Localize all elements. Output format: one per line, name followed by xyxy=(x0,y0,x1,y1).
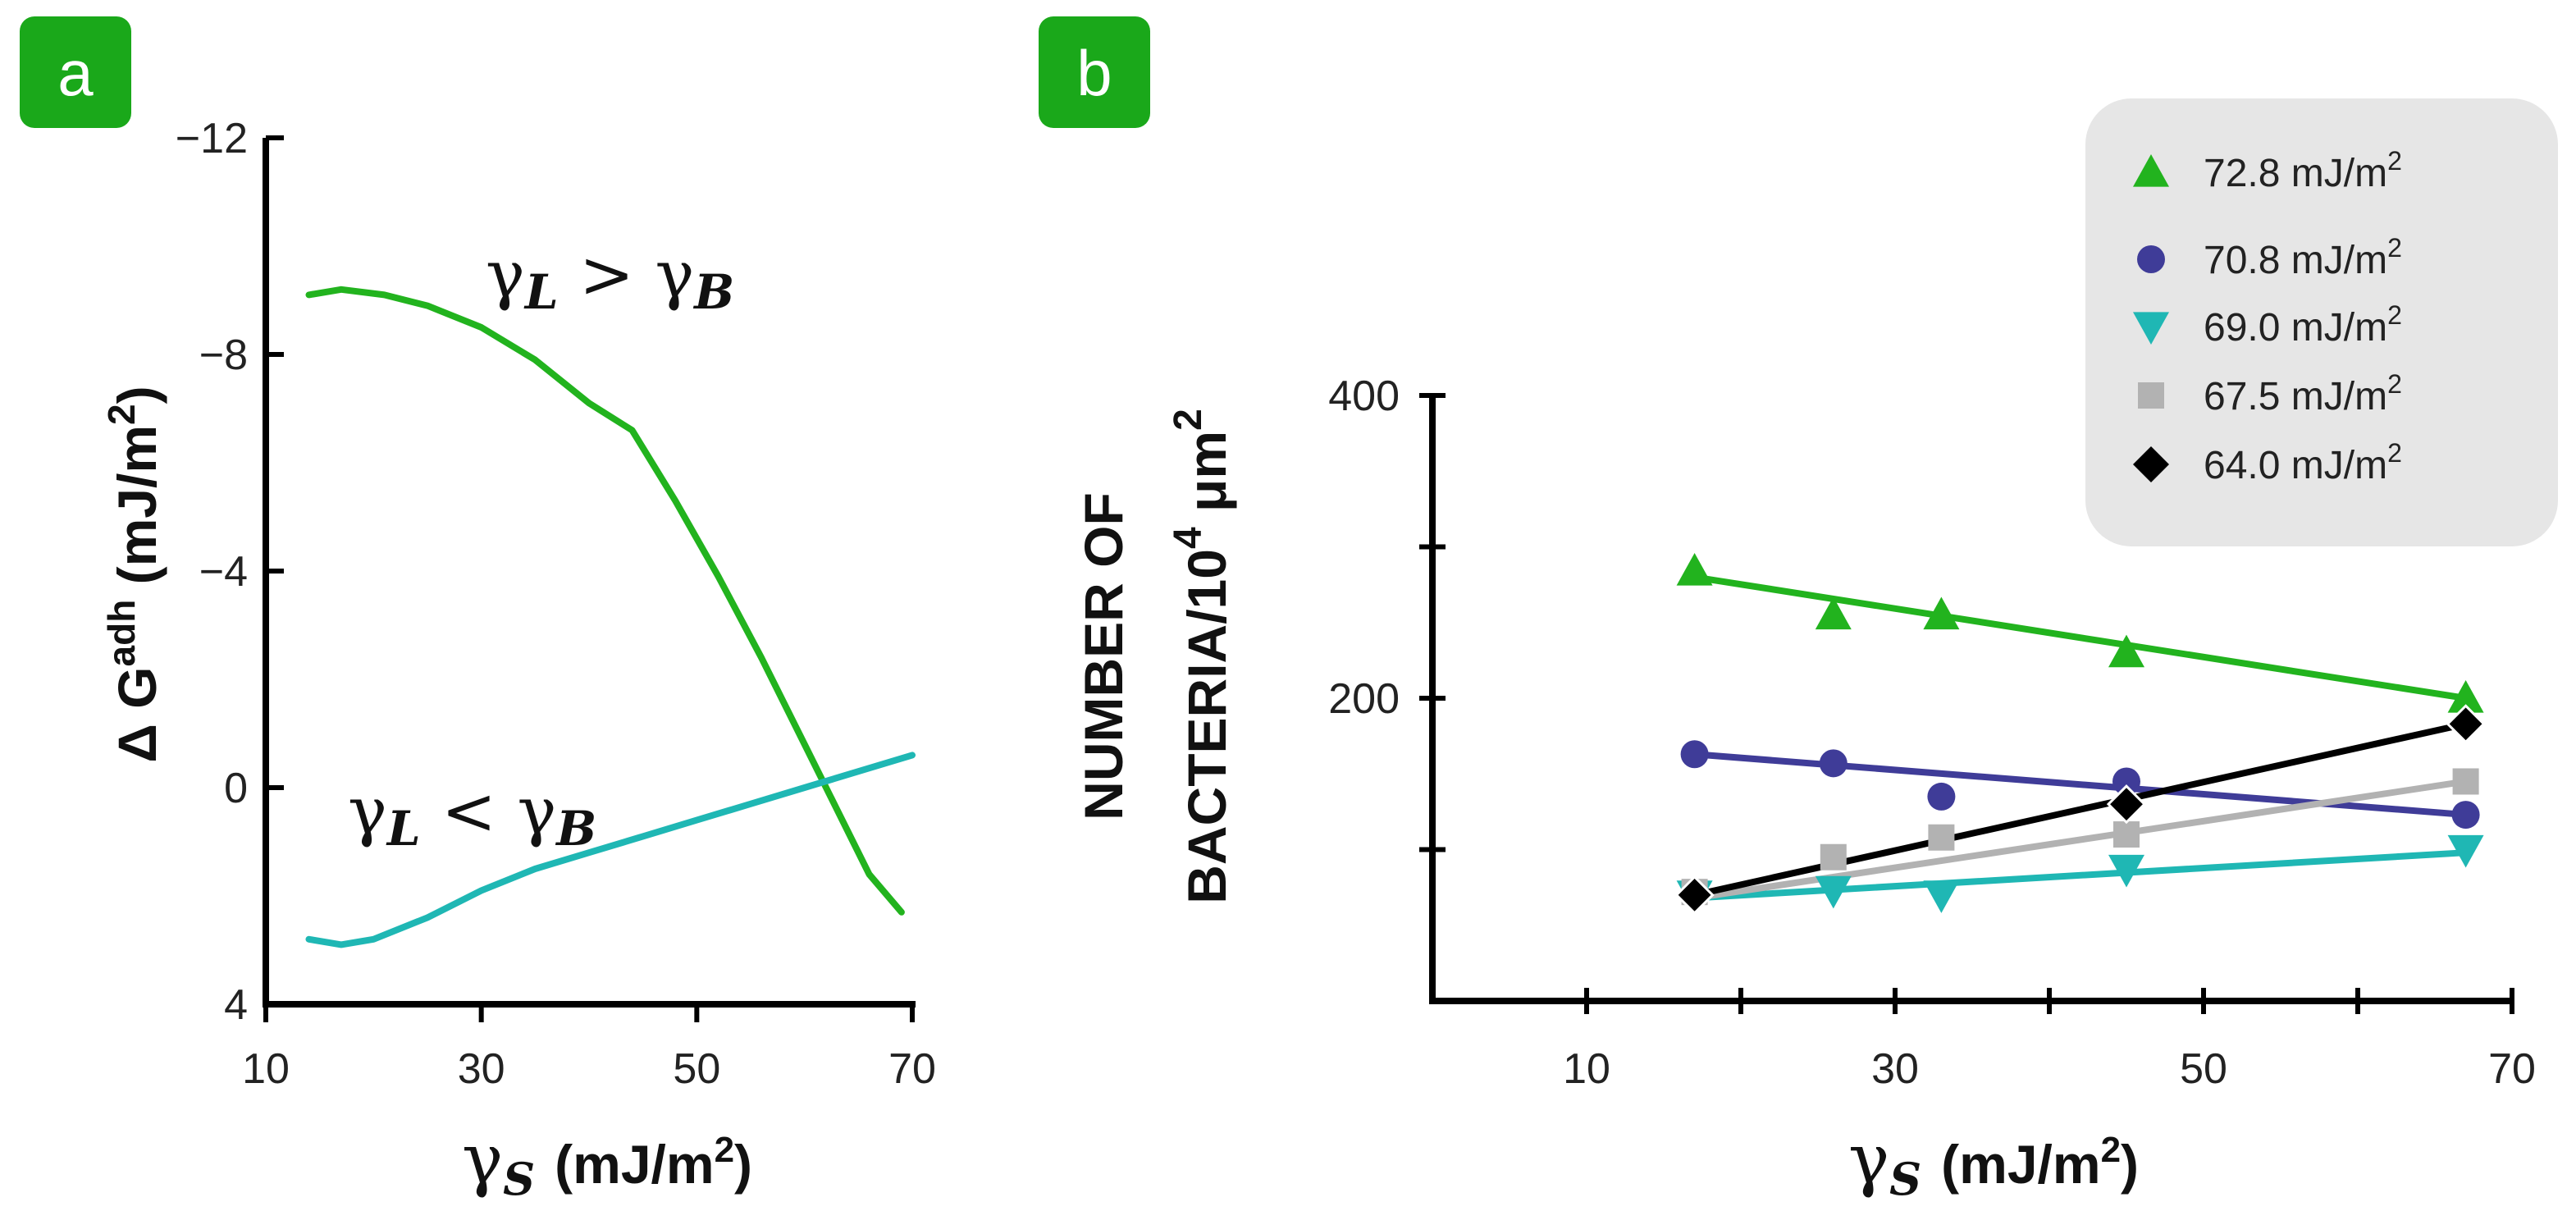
marker-triangle-up xyxy=(2108,634,2144,668)
legend-item-label: 72.8 mJ/m2 xyxy=(2204,146,2402,195)
panel-a-y-tick-label: −12 xyxy=(176,115,248,162)
panel-b-x-tick-label: 70 xyxy=(2488,1045,2536,1093)
legend-item-label: 70.8 mJ/m2 xyxy=(2204,233,2402,282)
panel-b-x-tick-label: 50 xyxy=(2180,1045,2227,1093)
marker-circle xyxy=(1927,782,1956,811)
marker-circle xyxy=(1680,740,1709,769)
panel-a-label: a xyxy=(57,37,94,109)
panel-a-x-tick-label: 50 xyxy=(673,1045,720,1093)
legend-item-label: 67.5 mJ/m2 xyxy=(2204,369,2402,418)
panel-a-y-tick-label: −8 xyxy=(199,331,248,379)
marker-diamond xyxy=(2106,784,2147,825)
legend-item-label: 69.0 mJ/m2 xyxy=(2204,300,2402,350)
marker-triangle-down xyxy=(2108,854,2144,888)
panel-a-plot: −12 −8 −4 0 4 10 30 50 70 xyxy=(176,115,936,1093)
marker-triangle-down xyxy=(1923,880,1960,913)
panel-a-y-title: Δ Gadh (mJ/m2) xyxy=(100,386,167,762)
legend-item-label: 64.0 mJ/m2 xyxy=(2204,438,2402,487)
marker-circle xyxy=(1819,749,1848,778)
marker-square xyxy=(2113,821,2140,848)
marker-circle xyxy=(2451,801,2480,829)
fit-line xyxy=(1691,720,2469,898)
panel-b-y-tick-label: 200 xyxy=(1328,675,1400,723)
panel-a-x-tick-label: 70 xyxy=(888,1045,936,1093)
marker-square xyxy=(2138,382,2164,409)
marker-triangle-up xyxy=(2447,680,2484,713)
marker-diamond xyxy=(1674,875,1715,915)
marker-square xyxy=(1928,824,1955,851)
panel-a-series-line xyxy=(305,752,916,948)
marker-triangle-up xyxy=(1676,553,1713,586)
panel-b-y-title-line1: NUMBER OF xyxy=(1073,492,1134,820)
panel-b: b 200 400 10 30 50 70 NUMBER OF BACTERIA/104… xyxy=(1039,16,2558,1205)
marker-circle xyxy=(2137,245,2165,273)
panel-a-x-title: γS (mJ/m2) xyxy=(462,1119,752,1205)
panel-b-plot: 200 400 10 30 50 70 xyxy=(1328,372,2536,1093)
legend-box xyxy=(2085,98,2558,546)
panel-b-label: b xyxy=(1076,37,1112,109)
panel-a-y-tick-label: 0 xyxy=(224,765,248,812)
panel-b-y-title-line2: BACTERIA/104 μm2 xyxy=(1167,409,1237,904)
marker-square xyxy=(2452,768,2479,795)
marker-triangle-up xyxy=(2133,154,2169,187)
marker-square xyxy=(1820,843,1847,871)
fit-line xyxy=(1691,751,2469,819)
panel-b-x-tick-label: 30 xyxy=(1871,1045,1919,1093)
marker-triangle-down xyxy=(1815,875,1852,909)
marker-diamond xyxy=(2133,446,2169,482)
panel-a-y-tick-label: 4 xyxy=(224,981,248,1029)
panel-a-x-tick-label: 10 xyxy=(242,1045,290,1093)
fit-line xyxy=(1691,778,2469,902)
panel-b-y-tick-label: 400 xyxy=(1328,372,1400,420)
panel-b-label-box xyxy=(1039,16,1150,128)
marker-triangle-down xyxy=(2133,312,2169,345)
marker-diamond xyxy=(2446,704,2486,744)
panel-a-label-box xyxy=(20,16,131,128)
panel-b-x-tick-label: 10 xyxy=(1563,1045,1610,1093)
marker-triangle-up xyxy=(1923,596,1960,630)
marker-triangle-up xyxy=(1815,596,1852,630)
panel-a-x-tick-label: 30 xyxy=(458,1045,505,1093)
fit-line xyxy=(1691,574,2469,701)
panel-a-y-tick-label: −4 xyxy=(199,548,248,596)
legend: 72.8 mJ/m2 70.8 mJ/m2 69.0 mJ/m2 67.5 mJ/m2… xyxy=(2085,98,2558,546)
panel-a-series-line xyxy=(305,286,905,916)
annotation-gamma-l-less: γL < γB xyxy=(348,773,596,857)
marker-triangle-down xyxy=(2447,834,2484,868)
panel-a: a −12 −8 −4 0 4 10 30 50 70 Δ Gadh (mJ/m2) γS (m… xyxy=(20,16,936,1205)
annotation-gamma-l-greater: γL > γB xyxy=(486,236,734,320)
fit-line xyxy=(1691,849,2469,902)
marker-circle xyxy=(2112,767,2140,796)
panel-b-x-title: γS (mJ/m2) xyxy=(1848,1119,2139,1205)
